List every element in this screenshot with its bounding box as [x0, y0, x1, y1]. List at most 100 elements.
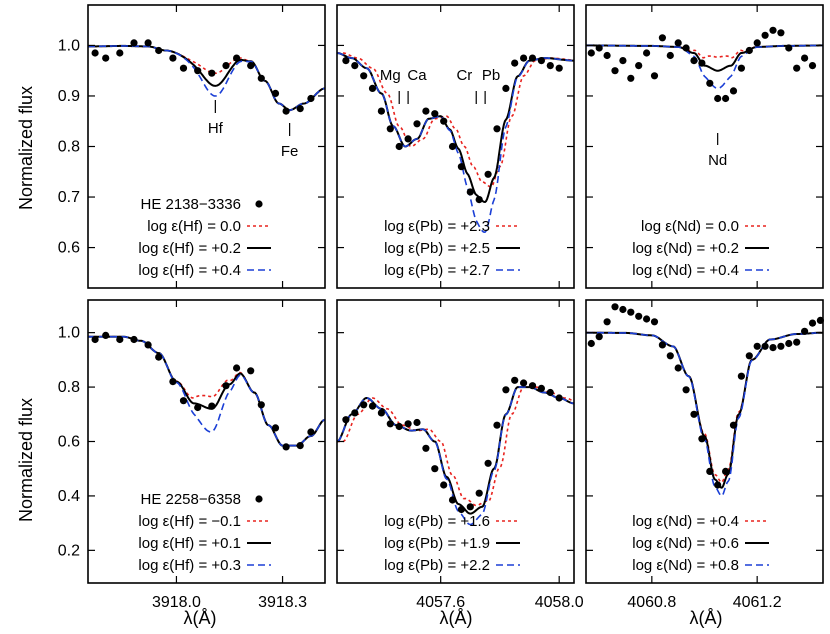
observed-point: [247, 62, 255, 70]
legend-label: log ε(Pb) = +1.9: [384, 535, 490, 552]
observed-point: [116, 335, 124, 344]
x-tick-label: 4058.0: [535, 594, 584, 611]
model-line-high: [586, 331, 823, 497]
observed-point: [658, 341, 667, 349]
observed-point: [793, 64, 801, 72]
observed-point: [520, 379, 528, 387]
observed-point: [282, 443, 290, 451]
model-line-high: [88, 335, 325, 447]
x-tick-label: 4057.6: [416, 594, 465, 611]
observed-point: [690, 57, 698, 65]
observed-point: [257, 74, 265, 82]
observed-point: [368, 84, 377, 92]
observed-point: [448, 142, 457, 151]
observed-point: [296, 105, 304, 113]
observed-point: [102, 331, 110, 339]
observed-point: [698, 59, 706, 67]
legend-label: log ε(Hf) = +0.1: [138, 535, 241, 552]
line-id-label: Cr: [456, 67, 472, 84]
observed-point: [666, 51, 674, 60]
y-tick-label: 0.4: [58, 488, 80, 505]
observed-point: [413, 418, 421, 427]
observed-point: [546, 388, 554, 397]
panel-0-2: Nd log ε(Nd) = +0.4 log ε(Nd) = +0.2 log ε(…: [585, 4, 824, 289]
x-tick-label: 3918.0: [152, 594, 201, 611]
observed-point: [682, 44, 690, 52]
observed-point: [116, 49, 124, 57]
observed-point: [643, 315, 651, 323]
observed-point: [440, 481, 448, 489]
legend-label: log ε(Nd) = +0.8: [632, 557, 739, 574]
legend-label: log ε(Nd) = +0.6: [632, 535, 739, 552]
observed-point: [130, 335, 138, 344]
observed-point: [493, 421, 501, 429]
observed-point: [102, 54, 110, 62]
observed-point: [448, 496, 457, 504]
observed-point: [222, 382, 230, 390]
legend-label: log ε(Pb) = +2.7: [384, 262, 490, 279]
line-id-label: Mg: [380, 67, 401, 84]
model-line-high: [88, 45, 325, 111]
panel-0-1: Mg Ca Cr Pb log ε(Pb) = +2.7 log ε(Pb) = +2.5…: [336, 4, 575, 289]
observed-point: [493, 125, 501, 133]
legend-label: log ε(Nd) = +0.4: [632, 513, 739, 530]
observed-point: [431, 465, 439, 473]
observed-point: [404, 420, 412, 428]
panel-1-1: 4057.6 4058.0 log ε(Pb) = +2.2 log ε(Pb) = …: [336, 299, 584, 611]
observed-point: [658, 34, 667, 42]
observed-point: [502, 84, 510, 92]
legend-star-name: HE 2138−3336: [140, 196, 241, 213]
legend-label: log ε(Nd) = 0.0: [641, 218, 739, 235]
observed-point: [377, 107, 385, 115]
observed-point: [395, 422, 403, 431]
observed-point: [257, 401, 265, 409]
observed-point: [91, 49, 99, 57]
legend-label: log ε(Pb) = +2.2: [384, 557, 490, 574]
observed-point: [769, 344, 777, 352]
observed-point: [801, 54, 809, 62]
observed-point: [360, 72, 368, 80]
model-line-low: [586, 331, 823, 484]
observed-point: [360, 401, 368, 409]
observed-point: [706, 467, 714, 475]
observed-point: [714, 481, 722, 489]
model-line-low: [88, 45, 325, 111]
observed-point: [537, 57, 546, 65]
observed-point: [247, 367, 255, 375]
legend-label: log ε(Nd) = +0.4: [632, 262, 739, 279]
y-tick-label: 1.0: [58, 37, 80, 54]
observed-point: [395, 142, 403, 151]
x-tick-label: 3918.3: [258, 594, 307, 611]
observed-point: [502, 386, 510, 394]
observed-point: [619, 305, 627, 314]
observed-point: [130, 39, 138, 47]
observed-point: [179, 64, 188, 72]
observed-point: [377, 409, 385, 417]
observed-point: [737, 64, 746, 72]
line-id-label: Pb: [482, 67, 500, 84]
observed-point: [351, 409, 359, 417]
legend-label: log ε(Hf) = +0.2: [138, 240, 241, 257]
legend-label: log ε(Pb) = +2.3: [384, 218, 490, 235]
observed-point: [342, 416, 350, 424]
observed-point: [457, 505, 465, 514]
observed-point: [222, 62, 230, 70]
observed-point: [144, 39, 152, 47]
y-tick-label: 0.6: [58, 240, 80, 257]
observed-point: [413, 120, 421, 128]
observed-point: [307, 94, 315, 103]
observed-point: [666, 352, 674, 360]
panel-1-0: 0.2 0.4 0.6 0.8 1.0 3918.0 3918.3 log ε(Hf) = +…: [58, 299, 326, 611]
observed-point: [690, 410, 698, 418]
observed-point: [194, 67, 202, 75]
observed-point: [520, 54, 528, 62]
observed-point: [144, 341, 152, 349]
observed-point: [635, 312, 643, 320]
observed-point: [722, 94, 730, 103]
observed-point: [714, 94, 722, 103]
observed-point: [595, 333, 603, 341]
model-line-high: [586, 44, 823, 90]
observed-point: [603, 51, 611, 60]
observed-point: [611, 303, 619, 311]
observed-point: [484, 459, 492, 467]
